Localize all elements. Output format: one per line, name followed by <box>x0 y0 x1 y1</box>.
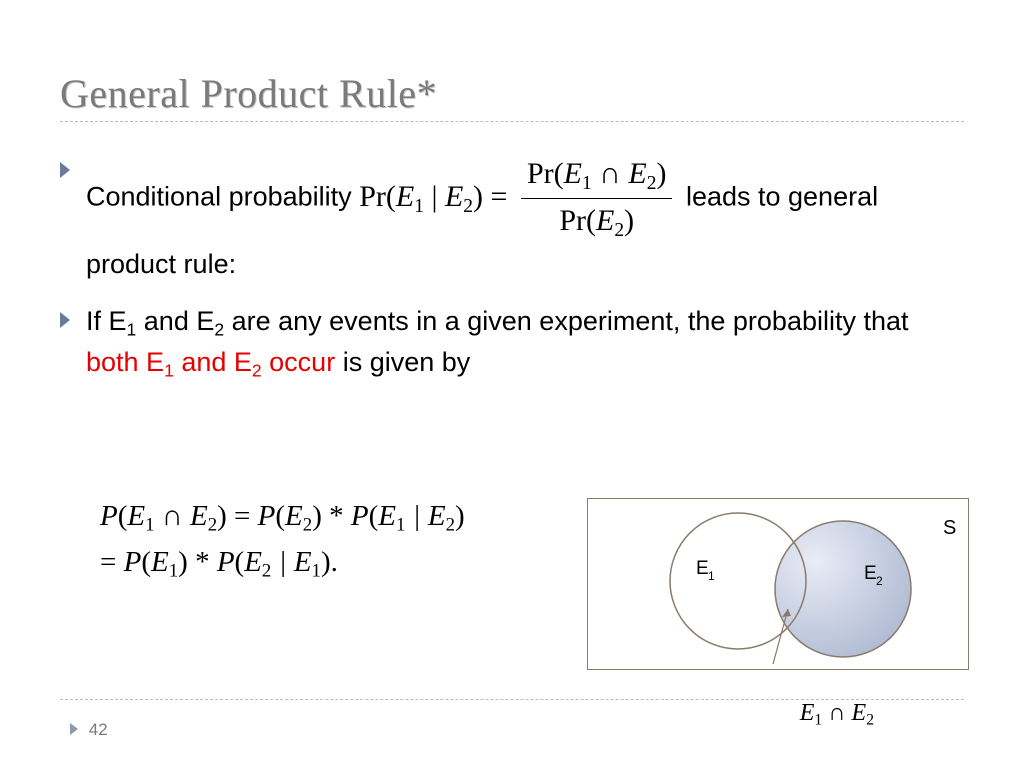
venn-label-s: S <box>943 517 956 539</box>
bullet-marker-icon <box>60 312 70 328</box>
title-divider <box>60 121 964 122</box>
venn-label-e1-sub: 1 <box>708 569 715 583</box>
venn-label-e1: E <box>696 558 709 579</box>
venn-circle-e2 <box>775 521 911 657</box>
bullet-list: Conditional probability Pr(E1 | E2) = Pr… <box>60 152 964 384</box>
page-number-value: 42 <box>89 720 108 739</box>
venn-diagram: S E 1 E 2 <box>587 498 969 670</box>
bullet2-text: If E1 and E2 are any events in a given e… <box>86 306 909 377</box>
bullet-marker-icon <box>60 162 70 178</box>
slide: General Product Rule* Conditional probab… <box>0 0 1024 768</box>
venn-svg: S E 1 E 2 <box>588 499 968 669</box>
venn-label-e2-sub: 2 <box>876 574 883 588</box>
page-number: 42 <box>70 720 108 740</box>
cond-prob-formula: Pr(E1 | E2) = Pr(E1 ∩ E2) Pr(E2) <box>359 180 686 213</box>
page-marker-icon <box>70 723 78 735</box>
intersection-label: E1 ∩ E2 <box>800 700 874 730</box>
footer-divider <box>60 699 964 700</box>
slide-title: General Product Rule* <box>60 70 964 117</box>
highlighted-phrase: both E1 and E2 occur <box>86 347 335 377</box>
bullet-item-2: If E1 and E2 are any events in a given e… <box>60 302 964 383</box>
bullet1-prefix: Conditional probability <box>86 182 352 212</box>
venn-label-e2: E <box>864 563 877 584</box>
bullet-item-1: Conditional probability Pr(E1 | E2) = Pr… <box>60 152 964 284</box>
